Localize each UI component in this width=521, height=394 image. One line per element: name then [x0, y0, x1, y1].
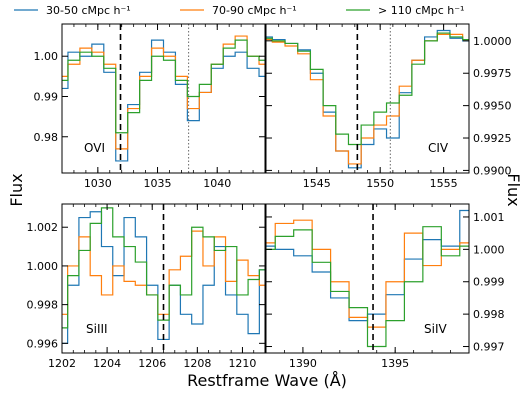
series-line [62, 39, 265, 134]
y-tick-label: 1.00 [34, 50, 59, 63]
y-tick-label: 0.998 [473, 308, 505, 321]
ion-label: SiIII [86, 322, 108, 336]
x-tick-label: 1395 [381, 357, 409, 370]
x-tick-label: 1210 [228, 357, 256, 370]
y-tick-label: 0.98 [34, 131, 59, 144]
series-line [62, 207, 265, 329]
y-tick-label: 0.99 [34, 90, 59, 103]
x-tick-label: 1545 [303, 177, 331, 190]
series-line [266, 226, 469, 348]
panel-bottom-right: 1390 1395 0.997 0.998 0.999 1.000 1.001 SiIV [265, 203, 505, 370]
y-tick-label: 1.002 [27, 221, 59, 234]
series-line [266, 209, 469, 322]
y-tick-label: 0.997 [473, 341, 505, 354]
panel-bottom-left: 1202 1204 1206 1208 1210 0.996 0.998 1.000 1.002… [27, 203, 266, 370]
legend-label: 30-50 cMpc h⁻¹ [46, 4, 131, 17]
legend: 30-50 cMpc h⁻¹ 70-90 cMpc h⁻¹ > 110 cMpc h… [14, 4, 464, 17]
panel-top-left: 1030 1035 1040 0.98 0.99 1.00 OVI [34, 23, 266, 190]
x-tick-label: 1035 [144, 177, 172, 190]
series-line [62, 39, 265, 162]
ion-label: CIV [428, 141, 449, 155]
y-tick-label: 0.999 [473, 276, 505, 289]
y-tick-label: 0.9975 [473, 67, 512, 80]
legend-label: > 110 cMpc h⁻¹ [378, 4, 464, 17]
ion-label: SiIV [424, 322, 447, 336]
panels: 1030 1035 1040 0.98 0.99 1.00 OVI 1545 1550 1555 0… [27, 23, 512, 370]
x-tick-label: 1550 [366, 177, 394, 190]
x-axis-label: Restframe Wave (Å) [187, 371, 347, 390]
y-tick-label: 1.0000 [473, 35, 512, 48]
y-axis-label-left: Flux [7, 173, 26, 206]
panel-frame [61, 23, 266, 174]
panel-frame [265, 203, 470, 354]
x-tick-label: 1390 [289, 357, 317, 370]
panel-top-right: 1545 1550 1555 0.9900 0.9925 0.9950 0.9975 1.00… [265, 23, 512, 190]
y-tick-label: 0.9925 [473, 132, 512, 145]
y-tick-label: 1.000 [473, 243, 505, 256]
x-tick-label: 1040 [203, 177, 231, 190]
y-axis-label-right: Flux [504, 173, 521, 206]
x-tick-label: 1204 [93, 357, 121, 370]
x-tick-label: 1208 [183, 357, 211, 370]
y-tick-label: 0.9900 [473, 164, 512, 177]
series-line [62, 35, 265, 150]
ion-label: OVI [84, 141, 105, 155]
series-line [266, 32, 469, 146]
x-tick-label: 1030 [84, 177, 112, 190]
y-tick-label: 1.000 [27, 260, 59, 273]
legend-label: 70-90 cMpc h⁻¹ [212, 4, 297, 17]
y-tick-label: 0.9950 [473, 100, 512, 113]
series-line [62, 230, 265, 315]
x-tick-label: 1555 [430, 177, 458, 190]
y-tick-label: 1.001 [473, 211, 505, 224]
x-tick-label: 1202 [48, 357, 76, 370]
y-tick-label: 0.996 [27, 337, 59, 350]
y-tick-label: 0.998 [27, 299, 59, 312]
x-tick-label: 1206 [138, 357, 166, 370]
